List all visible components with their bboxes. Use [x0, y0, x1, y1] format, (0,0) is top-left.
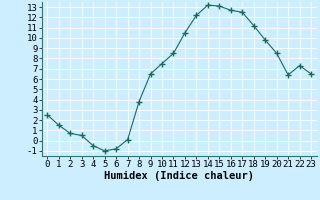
X-axis label: Humidex (Indice chaleur): Humidex (Indice chaleur) — [104, 171, 254, 181]
